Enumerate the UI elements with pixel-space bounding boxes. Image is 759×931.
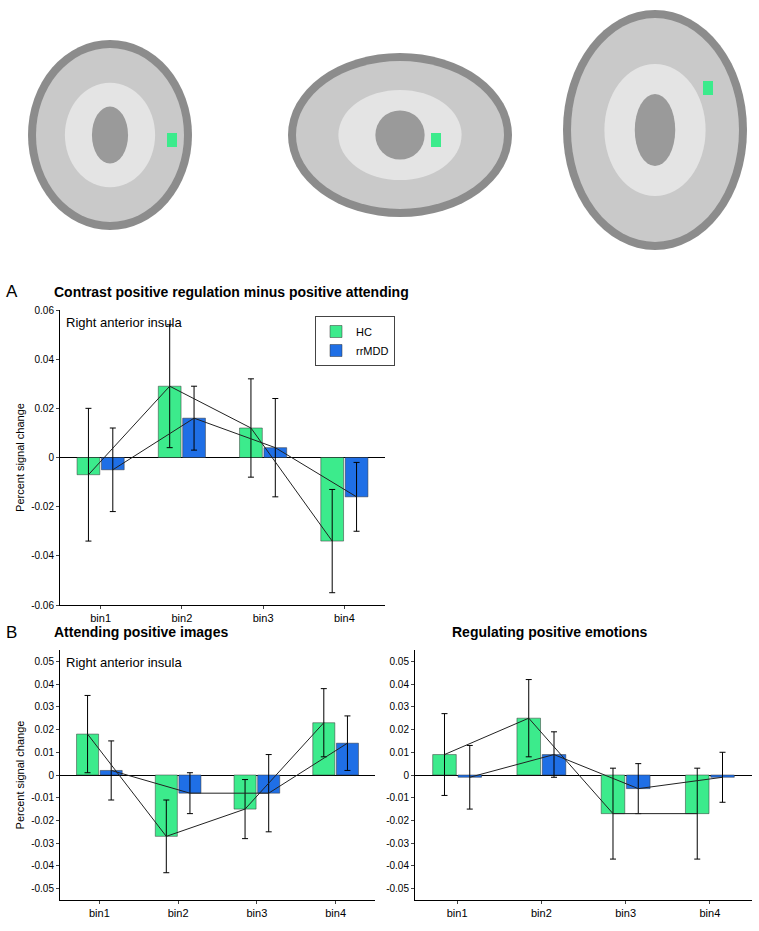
- svg-text:Contrast positive regulation m: Contrast positive regulation minus posit…: [54, 284, 409, 300]
- svg-text:bin1: bin1: [90, 612, 111, 624]
- svg-text:A: A: [6, 282, 18, 301]
- svg-text:-0.04: -0.04: [31, 550, 54, 561]
- svg-text:0.04: 0.04: [35, 354, 55, 365]
- svg-text:-0.05: -0.05: [386, 883, 409, 894]
- svg-text:0.05: 0.05: [390, 656, 410, 667]
- svg-text:0.03: 0.03: [35, 701, 55, 712]
- svg-text:rrMDD: rrMDD: [356, 345, 388, 357]
- svg-text:Right anterior insula: Right anterior insula: [66, 315, 182, 330]
- svg-text:bin4: bin4: [334, 612, 355, 624]
- svg-text:bin4: bin4: [325, 907, 346, 919]
- svg-text:-0.02: -0.02: [386, 815, 409, 826]
- svg-text:B: B: [6, 623, 17, 642]
- svg-text:bin3: bin3: [253, 612, 274, 624]
- svg-text:bin3: bin3: [615, 907, 636, 919]
- svg-text:0.04: 0.04: [390, 679, 410, 690]
- svg-text:-0.05: -0.05: [31, 883, 54, 894]
- svg-text:0: 0: [403, 770, 409, 781]
- svg-text:0.03: 0.03: [390, 701, 410, 712]
- svg-text:0.01: 0.01: [35, 747, 55, 758]
- svg-text:HC: HC: [356, 326, 372, 338]
- svg-text:-0.06: -0.06: [31, 600, 54, 611]
- svg-text:0: 0: [48, 452, 54, 463]
- svg-text:Right anterior insula: Right anterior insula: [66, 655, 182, 670]
- svg-text:0.02: 0.02: [390, 724, 410, 735]
- svg-text:0.01: 0.01: [390, 747, 410, 758]
- svg-text:bin2: bin2: [531, 907, 552, 919]
- svg-text:0.05: 0.05: [35, 656, 55, 667]
- svg-text:bin4: bin4: [699, 907, 720, 919]
- svg-text:-0.01: -0.01: [31, 792, 54, 803]
- svg-text:0.02: 0.02: [35, 724, 55, 735]
- svg-text:-0.04: -0.04: [31, 860, 54, 871]
- svg-text:-0.03: -0.03: [31, 838, 54, 849]
- svg-text:-0.03: -0.03: [386, 838, 409, 849]
- svg-text:Percent signal change: Percent signal change: [14, 721, 26, 830]
- svg-text:bin3: bin3: [246, 907, 267, 919]
- svg-text:bin1: bin1: [447, 907, 468, 919]
- svg-text:0: 0: [48, 770, 54, 781]
- svg-text:0.02: 0.02: [35, 403, 55, 414]
- svg-text:Percent signal change: Percent signal change: [14, 403, 26, 512]
- svg-text:-0.02: -0.02: [31, 501, 54, 512]
- svg-text:0.04: 0.04: [35, 679, 55, 690]
- svg-text:Regulating positive emotions: Regulating positive emotions: [452, 624, 647, 640]
- svg-text:-0.01: -0.01: [386, 792, 409, 803]
- svg-text:bin2: bin2: [168, 907, 189, 919]
- svg-text:Attending positive images: Attending positive images: [54, 624, 228, 640]
- svg-text:bin1: bin1: [89, 907, 110, 919]
- svg-text:bin2: bin2: [171, 612, 192, 624]
- svg-text:0.06: 0.06: [35, 305, 55, 316]
- svg-text:-0.02: -0.02: [31, 815, 54, 826]
- svg-text:-0.04: -0.04: [386, 860, 409, 871]
